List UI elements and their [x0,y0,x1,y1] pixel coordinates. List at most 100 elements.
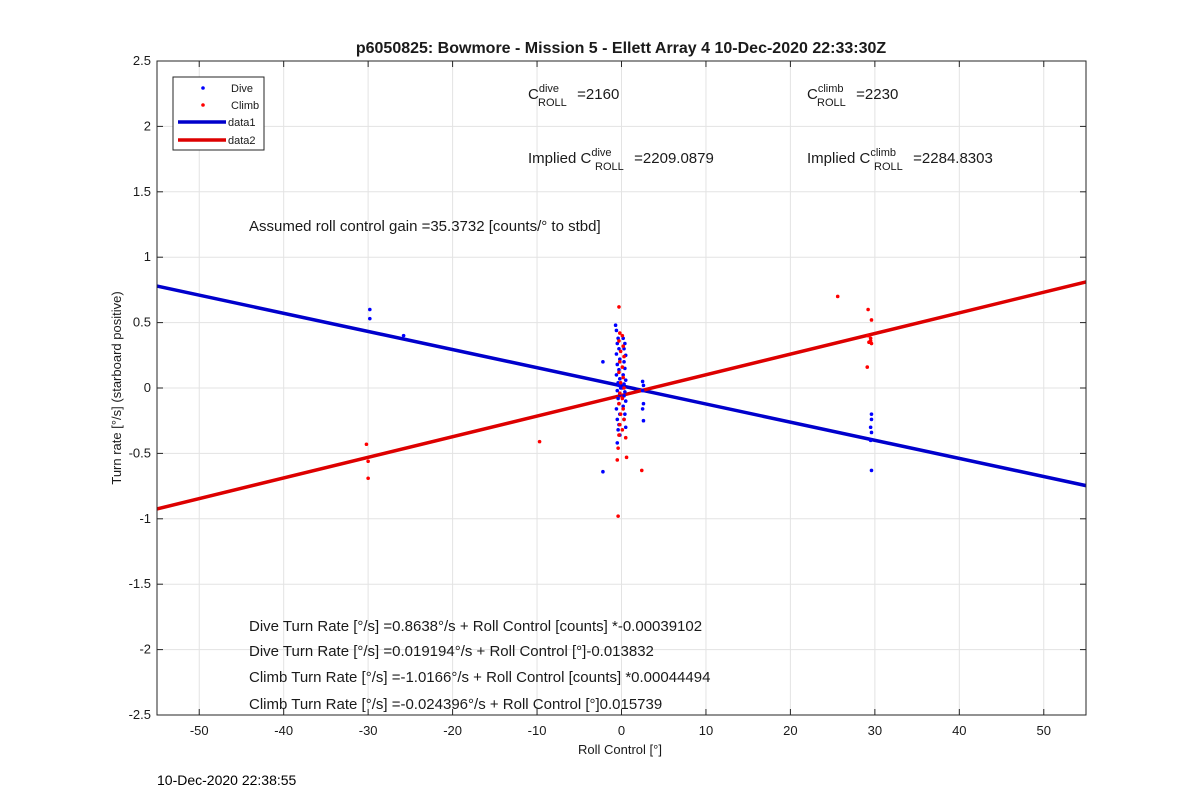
climb-point [620,428,625,432]
climb-point [617,305,621,309]
dive-point [615,362,620,367]
climb-point [366,476,370,481]
dive-point [614,328,619,333]
y-tick-label: 1 [144,249,151,264]
legend-dive-label: Dive [231,83,253,95]
dive-point [622,382,626,386]
implied-climb-annotation: Implied Cclimb ROLL =2284.8303 [807,147,993,173]
climb-point [618,360,622,364]
dive-point [641,383,646,388]
x-axis-label: Roll Control [°] [578,742,662,757]
y-tick-label: -1 [139,511,151,526]
implied-dive-annotation: Implied Cdive ROLL =2209.0879 [528,147,714,173]
x-tick-label: -20 [443,723,462,738]
dive-point [615,417,620,422]
climb-point [617,339,621,343]
dive-point [640,388,645,393]
dive-point [601,469,605,474]
climb-point [616,446,620,450]
dive-point [618,377,622,381]
dive-point [622,360,626,364]
legend-dive-marker [201,86,205,90]
fit-line-data1 [156,284,1087,488]
climb-point [622,417,626,422]
x-tick-label: 50 [1037,723,1051,738]
x-tick-label: -10 [528,723,547,738]
climb-point [620,333,625,338]
dive-point [401,333,406,338]
dive-point [869,412,874,416]
dive-point [868,425,873,430]
dive-point [614,373,619,377]
climb-point [537,439,542,444]
dive-point [601,360,605,364]
dive-point [623,412,627,416]
y-tick-label: -0.5 [129,445,151,460]
legend: Dive Climb data1 data2 [172,76,265,151]
x-tick-label: 40 [952,723,966,738]
climb-point [868,339,873,343]
dive-point [368,316,372,321]
tick-labels: -50 -40 -30 -20 -10 0 10 20 30 40 50-2.5-2-1.5-1-0… [129,53,1086,738]
dive-point [869,468,874,473]
dive-point [869,430,874,435]
figure-timestamp: 10-Dec-2020 22:38:55 [157,772,297,788]
dive-point [615,441,620,445]
dive-point [623,425,628,430]
roll-gain-annotation: Assumed roll control gain =35.3732 [coun… [249,218,601,235]
climb-point [620,365,625,369]
legend-data1-label: data1 [228,117,256,129]
climb-point [618,422,622,427]
climb-point [866,307,870,312]
dive-point [622,394,626,398]
dive-point [623,378,628,382]
climb-point [639,468,644,473]
dive-point [618,357,622,362]
y-tick-label: 2 [144,118,151,133]
dive-point [869,417,874,422]
climb-point [835,294,840,299]
climb-point [865,365,870,369]
dive-point [621,404,625,409]
dive-point [623,399,628,403]
legend-climb-marker [201,103,205,107]
x-tick-label: -50 [190,723,209,738]
y-tick-label: 2.5 [133,53,151,68]
climb-point [618,349,623,354]
climb-point [615,458,620,462]
climb-point [621,375,625,380]
dive-point [621,373,625,377]
dive-equation-degrees: Dive Turn Rate [°/s] =0.019194°/s + Roll… [249,643,654,660]
climb-point [621,344,625,348]
climb-point [623,435,628,440]
climb-point [617,433,621,437]
dive-point [614,352,619,356]
x-tick-label: 10 [699,723,713,738]
climb-point [869,318,874,322]
climb-point [618,380,623,385]
dive-point [623,390,627,394]
y-tick-label: -2 [139,642,151,657]
y-tick-label: 0.5 [133,315,151,330]
climb-point [617,370,621,375]
c-roll-dive-annotation: Cdive ROLL =2160 [528,83,619,109]
x-tick-label: 0 [618,723,625,738]
climb-point [866,333,870,338]
legend-climb-label: Climb [231,100,259,112]
y-tick-label: 0 [144,380,151,395]
x-tick-label: 30 [868,723,882,738]
climb-point [364,442,369,447]
climb-point [622,354,626,359]
climb-point [366,459,370,464]
dive-point [640,407,645,411]
climb-point [617,401,621,406]
y-tick-label: -2.5 [129,707,151,722]
c-roll-climb-annotation: Cclimb ROLL =2230 [807,83,898,109]
dive-point [613,323,618,328]
dive-point [640,379,645,384]
y-axis-label: Turn rate [°/s] (starboard positive) [109,291,124,484]
climb-point [618,412,623,416]
dive-point [614,407,619,411]
climb-point [624,455,629,460]
